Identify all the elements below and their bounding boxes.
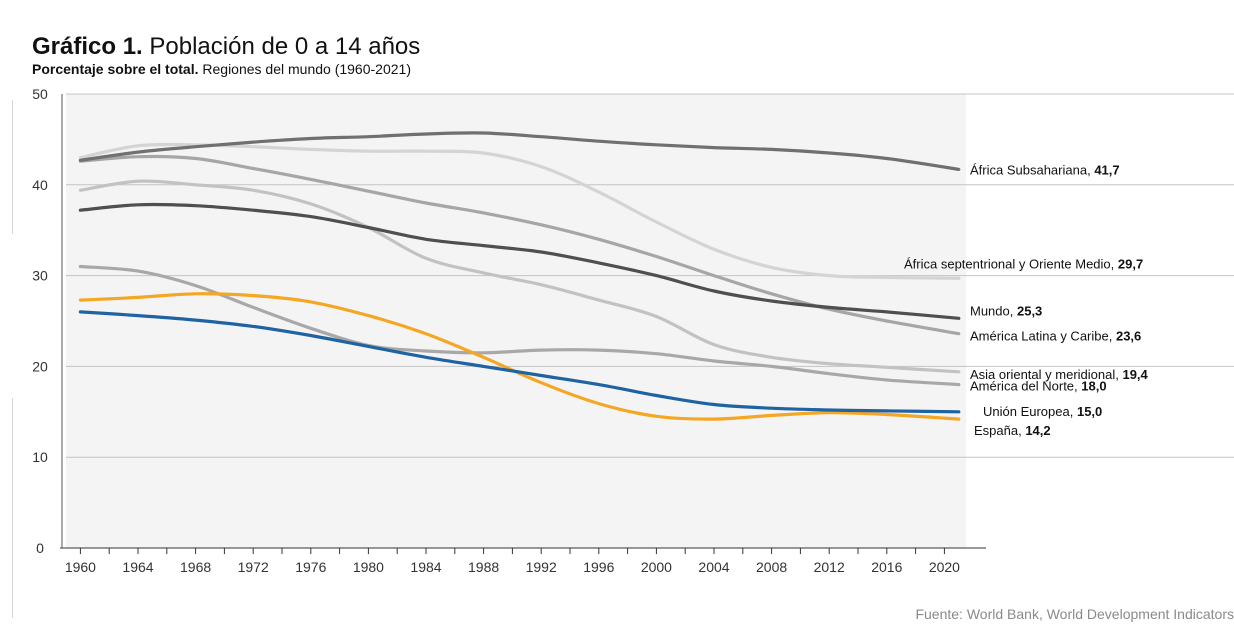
chart-title-text: Población de 0 a 14 años (149, 33, 421, 60)
y-tick-label: 10 (32, 449, 48, 465)
end-label-value: 18,0 (1081, 379, 1106, 394)
series-line-america-latina-y-caribe (78, 154, 961, 336)
end-label-america-del-norte: América del Norte, 18,0 (970, 379, 1107, 394)
y-tick-label: 0 (36, 540, 44, 556)
end-label-name: Asia oriental y meridional (970, 367, 1115, 382)
x-tick-label: 1984 (410, 559, 441, 575)
x-tick-label: 2004 (698, 559, 729, 575)
x-tick-label: 1992 (526, 559, 557, 575)
end-label-name: África septentrional y Oriente Medio (904, 256, 1111, 271)
end-label-value: 15,0 (1077, 404, 1102, 419)
chart-subtitle-text: Regiones del mundo (1960-2021) (202, 61, 411, 77)
end-label-name: España (974, 423, 1019, 438)
end-label-value: 25,3 (1017, 303, 1042, 318)
left-edge-mark-bottom (12, 398, 13, 618)
end-label-value: 29,7 (1118, 256, 1143, 271)
end-label-africa-septentrional-y-oriente-medio: África septentrional y Oriente Medio, 29… (904, 256, 1143, 271)
end-label-name: América Latina y Caribe (970, 329, 1109, 344)
end-label-africa-subsahariana: África Subsahariana, 41,7 (970, 162, 1120, 177)
end-label-name: África Subsahariana (970, 162, 1088, 177)
x-tick-label: 2020 (929, 559, 960, 575)
chart-subtitle-bold: Porcentaje sobre el total. (32, 61, 199, 77)
y-tick-label: 20 (32, 358, 48, 374)
series-line-africa-subsahariana (78, 131, 961, 171)
end-label-name: Mundo (970, 303, 1010, 318)
end-label-asia-oriental-y-meridional: Asia oriental y meridional, 19,4 (970, 367, 1149, 382)
end-label-mundo: Mundo, 25,3 (970, 303, 1042, 318)
end-label-america-latina-y-caribe: América Latina y Caribe, 23,6 (970, 329, 1141, 344)
x-tick-label: 1976 (295, 559, 326, 575)
series-line-america-del-norte (78, 264, 961, 387)
x-axis: 1960 1964 1968 1972 1976 1980 1984 1988 1992 1996… (65, 548, 960, 575)
chart-subtitle: Porcentaje sobre el total. Regiones del … (32, 61, 420, 78)
end-label-value: 41,7 (1094, 162, 1119, 177)
y-tick-label: 40 (32, 177, 48, 193)
series-line-mundo (78, 202, 961, 320)
left-edge-mark-top (12, 100, 13, 234)
end-label-name: América del Norte (970, 379, 1074, 394)
x-tick-label: 1960 (65, 559, 96, 575)
chart-header: Gráfico 1. Población de 0 a 14 años Porc… (32, 34, 420, 78)
end-label-value: 19,4 (1122, 367, 1148, 382)
series-line-union-europea (78, 310, 961, 414)
chart-title: Gráfico 1. Población de 0 a 14 años (32, 34, 420, 60)
series-lines (78, 131, 961, 421)
x-tick-label: 1988 (468, 559, 499, 575)
x-tick-label: 2012 (814, 559, 845, 575)
y-tick-label: 30 (32, 268, 48, 284)
end-labels: África Subsahariana, 41,7 África septentr… (904, 162, 1149, 438)
x-tick-label: 1980 (353, 559, 384, 575)
end-label-value: 23,6 (1116, 329, 1141, 344)
x-tick-label: 2008 (756, 559, 787, 575)
series-line-asia-oriental-y-meridional (78, 179, 961, 374)
end-label-espana: España, 14,2 (974, 423, 1051, 438)
x-tick-label: 1968 (180, 559, 211, 575)
x-tick-label: 2000 (641, 559, 672, 575)
y-tick-label: 50 (32, 86, 48, 102)
y-axis: 0 10 20 30 40 50 (32, 86, 48, 556)
x-tick-label: 1964 (122, 559, 153, 575)
source-note: Fuente: World Bank, World Development In… (915, 606, 1234, 622)
x-tick-label: 1972 (238, 559, 269, 575)
end-label-name: Unión Europea (983, 404, 1070, 419)
x-tick-label: 2016 (871, 559, 902, 575)
end-label-union-europea: Unión Europea, 15,0 (983, 404, 1102, 419)
end-label-value: 14,2 (1025, 423, 1050, 438)
x-tick-label: 1996 (583, 559, 614, 575)
chart-title-bold: Gráfico 1. (32, 33, 143, 60)
